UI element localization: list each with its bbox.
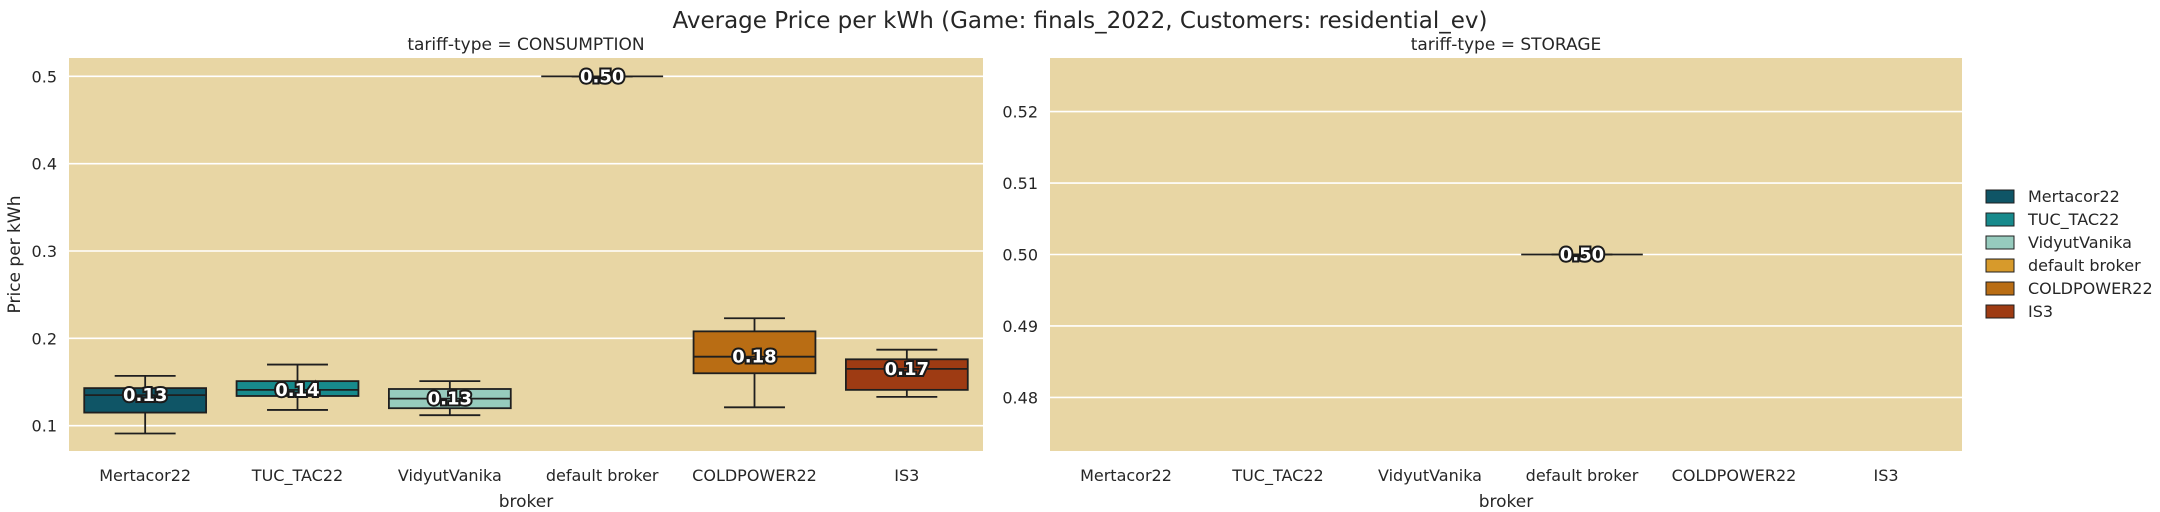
x-axis-label: broker: [1479, 492, 1534, 512]
x-tick-label: TUC_TAC22: [1231, 466, 1323, 486]
x-tick-label: IS3: [1873, 466, 1898, 485]
box-tuc_tac22: 0.14: [235, 363, 360, 411]
legend-swatch: [1985, 212, 2015, 227]
y-tick-label: 0.50: [1002, 246, 1038, 265]
panel-title: tariff-type = STORAGE: [1411, 35, 1602, 55]
y-axis-label: Price per kWh: [5, 196, 25, 314]
box-default-broker: 0.50: [1521, 243, 1643, 268]
y-tick-label: 0.2: [32, 329, 57, 348]
x-tick-label: VidyutVanika: [398, 466, 502, 485]
legend-label: Mertacor22: [2028, 187, 2120, 206]
x-tick-label: Mertacor22: [99, 466, 191, 485]
panel-title: tariff-type = CONSUMPTION: [407, 35, 644, 55]
x-tick-label: COLDPOWER22: [692, 466, 817, 485]
x-tick-label: VidyutVanika: [1378, 466, 1482, 485]
box-is3: 0.17: [845, 348, 969, 398]
box-mertacor22: 0.13: [83, 374, 207, 435]
plot-area: [69, 58, 983, 451]
box-default-broker: 0.50: [541, 64, 664, 89]
y-tick-label: 0.3: [32, 242, 57, 261]
median-data-label: 0.50: [580, 66, 624, 87]
y-tick-label: 0.48: [1002, 388, 1038, 407]
panel-2: 0.48 0.49 0.50 0.51 0.52 Mertacor22 TUC_TAC22 V…: [1002, 35, 1962, 512]
median-data-label: 0.18: [732, 347, 776, 368]
y-tick-label: 0.5: [32, 67, 57, 86]
legend-label: COLDPOWER22: [2028, 279, 2153, 298]
median-data-label: 0.50: [1560, 245, 1604, 266]
legend-swatch: [1985, 189, 2015, 204]
x-axis-label: broker: [499, 492, 554, 512]
x-tick-label: Mertacor22: [1080, 466, 1172, 485]
y-tick-label: 0.52: [1002, 103, 1038, 122]
box-vidyutvanika: 0.13: [387, 380, 512, 417]
x-tick-label: default broker: [1526, 466, 1639, 485]
legend-swatch: [1985, 235, 2015, 250]
x-tick-label: COLDPOWER22: [1672, 466, 1797, 485]
legend-label: default broker: [2028, 256, 2141, 275]
legend-swatch: [1985, 304, 2015, 319]
legend-swatch: [1985, 281, 2015, 296]
box-body: [235, 380, 360, 397]
legend-label: TUC_TAC22: [2027, 210, 2119, 230]
chart-title: Average Price per kWh (Game: finals_2022…: [672, 8, 1487, 34]
legend-label: IS3: [2028, 302, 2053, 321]
y-tick-label: 0.49: [1002, 317, 1038, 336]
legend-label: VidyutVanika: [2028, 233, 2132, 252]
x-tick-label: TUC_TAC22: [251, 466, 343, 486]
y-tick-label: 0.1: [32, 417, 57, 436]
legend-swatch: [1985, 258, 2015, 273]
y-tick-label: 0.4: [32, 155, 57, 174]
median-data-label: 0.14: [275, 380, 319, 401]
box-body: [692, 330, 817, 375]
x-tick-label: default broker: [546, 466, 659, 485]
median-data-label: 0.13: [428, 389, 472, 410]
box-body: [83, 387, 207, 414]
x-tick-label: IS3: [894, 466, 919, 485]
y-tick-label: 0.51: [1002, 174, 1038, 193]
median-data-label: 0.13: [123, 385, 167, 406]
legend: Mertacor22 TUC_TAC22 VidyutVanika default b…: [1985, 187, 2153, 321]
box-coldpower22: 0.18: [692, 317, 817, 409]
box-body: [845, 358, 969, 391]
median-data-label: 0.17: [885, 359, 929, 380]
panel-1: 0.1 0.2 0.3 0.4 0.5 Mertacor22 TUC_TAC22 Vidyut…: [5, 35, 983, 512]
